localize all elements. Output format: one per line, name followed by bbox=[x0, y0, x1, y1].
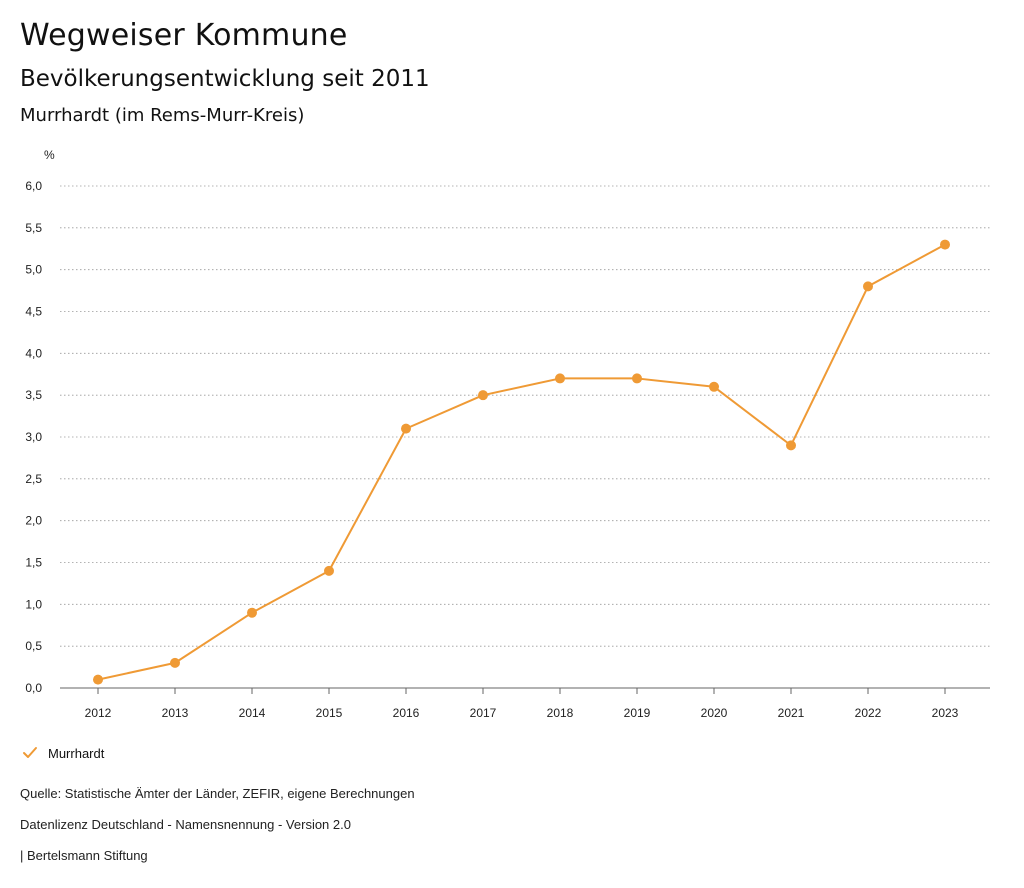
x-tick-label: 2023 bbox=[932, 706, 959, 720]
data-point bbox=[478, 390, 488, 401]
x-tick-label: 2020 bbox=[701, 706, 728, 720]
data-point bbox=[863, 281, 873, 292]
y-tick-label: 2,0 bbox=[25, 514, 42, 528]
y-axis-unit-label: % bbox=[44, 148, 55, 162]
data-point bbox=[786, 440, 796, 451]
x-tick-label: 2015 bbox=[316, 706, 343, 720]
page-title: Wegweiser Kommune bbox=[20, 18, 348, 53]
x-tick-label: 2012 bbox=[85, 706, 112, 720]
x-tick-label: 2021 bbox=[778, 706, 805, 720]
publisher-note: | Bertelsmann Stiftung bbox=[20, 848, 148, 863]
data-point bbox=[170, 657, 180, 668]
data-point bbox=[940, 239, 950, 250]
y-tick-label: 1,5 bbox=[25, 556, 42, 570]
y-tick-label: 5,0 bbox=[25, 263, 42, 277]
data-point bbox=[401, 423, 411, 434]
data-point bbox=[324, 565, 334, 576]
y-tick-label: 1,0 bbox=[25, 597, 42, 611]
x-tick-label: 2017 bbox=[470, 706, 497, 720]
x-tick-label: 2022 bbox=[855, 706, 882, 720]
series-line-murrhardt bbox=[97, 243, 946, 681]
data-point bbox=[709, 381, 719, 392]
legend-label-murrhardt: Murrhardt bbox=[48, 745, 105, 761]
data-point bbox=[555, 373, 565, 384]
y-tick-label: 0,0 bbox=[25, 681, 42, 695]
source-note: Quelle: Statistische Ämter der Länder, Z… bbox=[20, 786, 415, 801]
y-tick-label: 2,5 bbox=[25, 472, 42, 486]
license-note: Datenlizenz Deutschland - Namensnennung … bbox=[20, 817, 351, 832]
y-tick-label: 4,0 bbox=[25, 346, 42, 360]
chart-subtitle: Bevölkerungsentwicklung seit 2011 bbox=[20, 66, 430, 92]
data-point bbox=[247, 607, 257, 618]
data-point bbox=[93, 674, 103, 685]
chart-legend[interactable]: Murrhardt bbox=[22, 745, 104, 761]
check-icon bbox=[23, 747, 37, 758]
y-tick-label: 6,0 bbox=[25, 179, 42, 193]
x-tick-label: 2016 bbox=[393, 706, 420, 720]
y-tick-label: 3,0 bbox=[25, 430, 42, 444]
x-tick-label: 2018 bbox=[547, 706, 574, 720]
x-tick-label: 2013 bbox=[162, 706, 189, 720]
x-tick-label: 2014 bbox=[239, 706, 266, 720]
location-label: Murrhardt (im Rems-Murr-Kreis) bbox=[20, 105, 305, 126]
y-tick-label: 3,5 bbox=[25, 388, 42, 402]
y-tick-label: 0,5 bbox=[25, 639, 42, 653]
data-point bbox=[632, 373, 642, 384]
y-tick-label: 5,5 bbox=[25, 221, 42, 235]
x-tick-label: 2019 bbox=[624, 706, 651, 720]
y-tick-label: 4,5 bbox=[25, 305, 42, 319]
line-chart: % 0,0 0,5 1,0 1,5 2,0 2,5 3,0 3,5 4,0 4,5 5,0 5,5 6,0… bbox=[25, 148, 990, 720]
